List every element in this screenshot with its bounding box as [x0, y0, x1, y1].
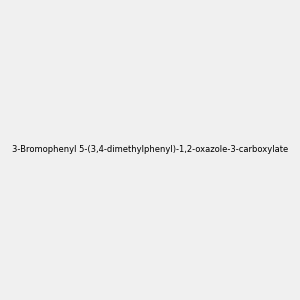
Text: 3-Bromophenyl 5-(3,4-dimethylphenyl)-1,2-oxazole-3-carboxylate: 3-Bromophenyl 5-(3,4-dimethylphenyl)-1,2… [12, 146, 288, 154]
